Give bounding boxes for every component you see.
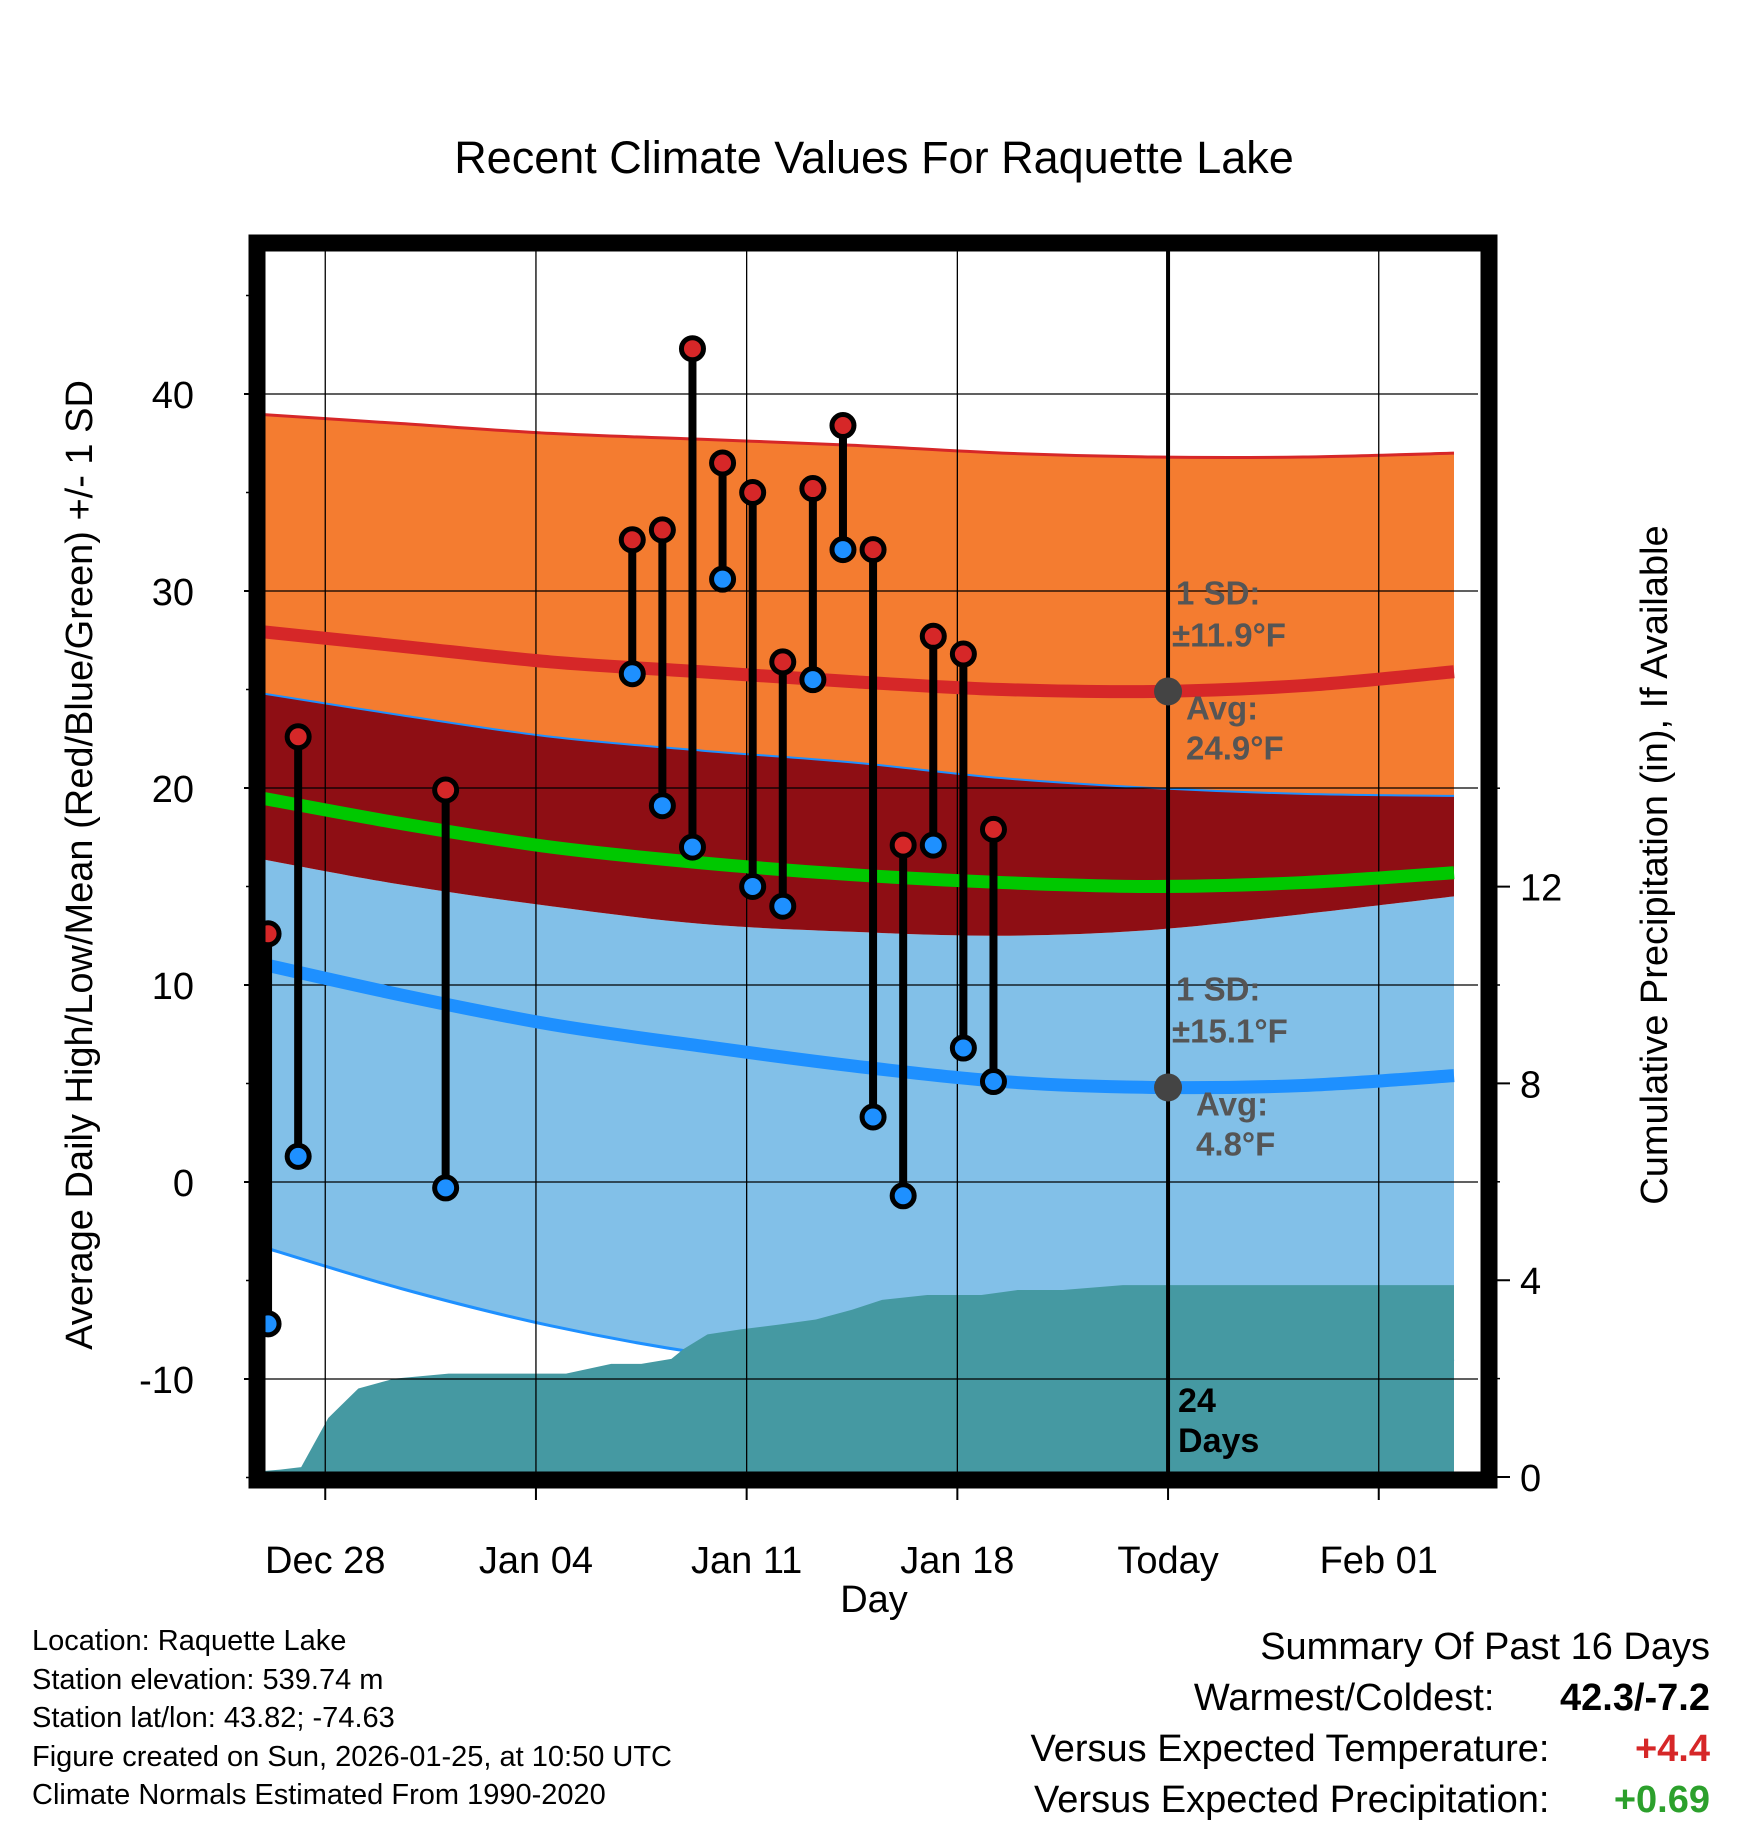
y-tick-label-4: 30 xyxy=(152,572,194,614)
obs-low-point-5 xyxy=(678,833,706,861)
precip-value: +0.69 xyxy=(1613,1779,1710,1821)
obs-high-point-6 xyxy=(709,449,737,477)
obs-high-point-14 xyxy=(949,640,977,668)
obs-low-point-10 xyxy=(829,536,857,564)
avg-label-low: Avg: xyxy=(1196,1085,1268,1122)
y2-tick-label-2: 8 xyxy=(1520,1064,1541,1106)
y2-tick-label-0: 0 xyxy=(1520,1458,1541,1500)
obs-high-point-9 xyxy=(799,475,827,503)
obs-low-point-0 xyxy=(262,1310,282,1338)
y-tick-label-0: -10 xyxy=(139,1360,194,1402)
axes: -10 0 10 20 30 40 0 4 8 12 Dec 28 Jan 04 Jan 11 Jan 1… xyxy=(139,294,1562,1582)
sd-value-high: ±11.9°F xyxy=(1172,616,1286,653)
sd-label-low: 1 SD: xyxy=(1176,970,1260,1007)
obs-low-point-8 xyxy=(769,892,797,920)
obs-high-point-5 xyxy=(678,335,706,363)
x-tick-label-0: Dec 28 xyxy=(265,1540,385,1582)
plot-frame xyxy=(248,234,1498,1489)
obs-high-point-3 xyxy=(618,526,646,554)
x-tick-label-5: Feb 01 xyxy=(1320,1540,1438,1582)
obs-high-point-10 xyxy=(829,412,857,440)
obs-low-point-7 xyxy=(739,873,767,900)
created-text: Figure created on Sun, 2026-01-25, at 10… xyxy=(32,1740,672,1773)
temp-row: Versus Expected Temperature: +4.4 xyxy=(1031,1724,1710,1775)
chart-title: Recent Climate Values For Raquette Lake xyxy=(454,132,1294,183)
low-sd-band xyxy=(262,859,1454,1384)
obs-low-point-9 xyxy=(799,666,827,694)
obs-low-point-14 xyxy=(949,1034,977,1062)
y-axis-label: Average Daily High/Low/Mean (Red/Blue/Gr… xyxy=(59,380,101,1350)
normal-bands xyxy=(262,412,1455,1385)
latlon-text: Station lat/lon: 43.82; -74.63 xyxy=(32,1702,395,1734)
avg-value-low: 4.8°F xyxy=(1196,1125,1275,1162)
y2-tick-label-1: 4 xyxy=(1520,1261,1541,1303)
warm-cold-value: 42.3/-7.2 xyxy=(1560,1677,1710,1719)
sd-value-low: ±15.1°F xyxy=(1172,1012,1288,1049)
precipitation-area xyxy=(262,1285,1454,1472)
obs-high-point-2 xyxy=(432,776,460,804)
obs-high-point-0 xyxy=(262,920,282,948)
climate-chart: Recent Climate Values For Raquette Lake … xyxy=(59,132,1676,1620)
x-tick-label-1: Jan 04 xyxy=(479,1540,593,1582)
obs-low-point-3 xyxy=(618,660,646,688)
warm-cold-row: Warmest/Coldest: 42.3/-7.2 xyxy=(1031,1673,1710,1724)
x-tick-label-3: Jan 18 xyxy=(900,1540,1014,1582)
obs-low-point-1 xyxy=(284,1142,312,1170)
temp-label: Versus Expected Temperature: xyxy=(1030,1728,1550,1770)
avg-value-high: 24.9°F xyxy=(1186,729,1284,766)
obs-low-point-2 xyxy=(432,1174,460,1202)
precip-row: Versus Expected Precipitation: +0.69 xyxy=(1031,1775,1710,1826)
avg-marker-low xyxy=(1154,1073,1183,1102)
y-tick-label-3: 20 xyxy=(152,769,194,811)
days-label-line1: 24 xyxy=(1178,1382,1216,1420)
obs-low-point-6 xyxy=(709,565,737,593)
x-tick-label-2: Jan 11 xyxy=(691,1540,802,1582)
warm-cold-label: Warmest/Coldest: xyxy=(1193,1677,1495,1719)
y-tick-label-1: 0 xyxy=(173,1163,194,1205)
avg-marker-high xyxy=(1154,677,1183,706)
days-label-line2: Days xyxy=(1178,1422,1259,1460)
x-tick-label-4: Today xyxy=(1117,1540,1218,1582)
precipitation-fill xyxy=(262,1285,1454,1472)
y-tick-label-2: 10 xyxy=(152,966,194,1008)
obs-low-point-12 xyxy=(889,1182,917,1210)
y2-tick-label-3: 12 xyxy=(1520,868,1562,910)
obs-low-point-15 xyxy=(979,1068,1007,1096)
obs-low-point-11 xyxy=(859,1103,887,1131)
y-tick-label-5: 40 xyxy=(152,375,194,417)
location-text: Location: Raquette Lake xyxy=(32,1625,347,1657)
obs-high-point-12 xyxy=(889,831,917,859)
obs-high-point-8 xyxy=(769,648,797,676)
y2-axis-label: Cumulative Precipitation (in), If Availa… xyxy=(1634,525,1676,1204)
elevation-text: Station elevation: 539.74 m xyxy=(32,1663,384,1696)
avg-label-high: Avg: xyxy=(1186,689,1258,726)
station-info: Location: Raquette Lake Station elevatio… xyxy=(32,1622,672,1815)
normal-high-line xyxy=(262,625,1455,699)
sd-label-high: 1 SD: xyxy=(1176,574,1260,611)
overlap-band xyxy=(262,693,1454,936)
high-upper-edge xyxy=(262,412,1455,460)
x-axis-label: Day xyxy=(840,1579,908,1620)
plot-area xyxy=(262,246,1478,1472)
obs-low-point-13 xyxy=(919,831,947,859)
obs-high-point-7 xyxy=(739,479,767,506)
normals-period-text: Climate Normals Estimated From 1990-2020 xyxy=(32,1779,606,1811)
high-sd-band xyxy=(262,414,1454,796)
obs-low-point-4 xyxy=(648,792,676,820)
obs-high-point-4 xyxy=(648,516,676,544)
precip-label: Versus Expected Precipitation: xyxy=(1034,1779,1550,1821)
obs-high-point-13 xyxy=(919,622,947,650)
obs-high-point-15 xyxy=(979,815,1007,843)
summary-title: Summary Of Past 16 Days xyxy=(1260,1626,1710,1668)
high-lower-edge xyxy=(262,692,1455,797)
observations xyxy=(262,335,1007,1338)
summary-panel: Summary Of Past 16 Days Warmest/Coldest:… xyxy=(1031,1622,1710,1826)
obs-high-point-1 xyxy=(284,723,312,751)
temp-value: +4.4 xyxy=(1634,1728,1710,1770)
obs-high-point-11 xyxy=(859,536,887,564)
